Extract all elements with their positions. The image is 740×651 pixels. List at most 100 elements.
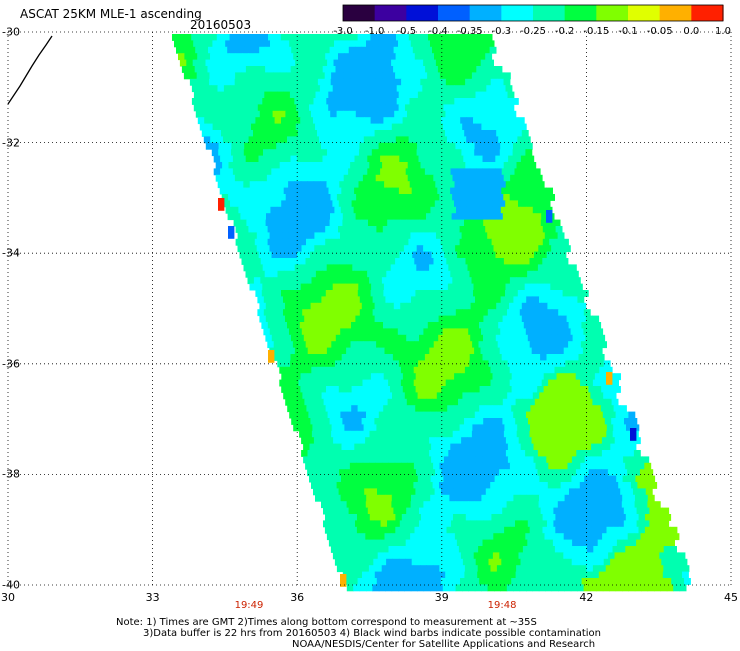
swath-cell [232, 104, 240, 112]
swath-cell [420, 78, 428, 86]
swath-cell [349, 277, 357, 285]
swath-cell [401, 174, 409, 182]
swath-cell [350, 424, 358, 432]
swath-cell [350, 258, 358, 265]
swath-cell [437, 558, 445, 566]
swath-cell [283, 392, 291, 400]
swath-cell [333, 501, 341, 509]
swath-cell [282, 40, 290, 48]
swath-cell [248, 238, 256, 246]
swath-cell [483, 520, 490, 528]
swath-cell [328, 456, 336, 464]
swath-cell [549, 226, 557, 233]
swath-cell [379, 270, 387, 278]
swath-cell [330, 110, 338, 118]
swath-cell [347, 456, 355, 464]
swath-cell [419, 571, 427, 579]
swath-cell [286, 341, 294, 349]
swath-cell [535, 565, 543, 573]
swath-cell [386, 539, 394, 547]
swath-cell [519, 123, 527, 131]
swath-cell [441, 283, 449, 291]
swath-cell [421, 424, 429, 432]
swath-cell [255, 85, 263, 93]
swath-cell [451, 219, 459, 227]
swath-cell [277, 270, 285, 278]
swath-cell [484, 258, 492, 265]
swath-cell [569, 283, 577, 291]
swath-cell [461, 59, 469, 67]
swath-cell [406, 418, 414, 425]
swath-cell [182, 46, 190, 54]
swath-cell [279, 379, 287, 387]
swath-cell [463, 443, 470, 451]
swath-cell [329, 66, 336, 73]
swath-cell [514, 270, 522, 278]
swath-cell [429, 142, 437, 150]
swath-cell [561, 258, 569, 265]
swath-cell [223, 34, 231, 41]
swath-cell [495, 539, 503, 547]
swath-cell [520, 558, 528, 566]
swath-cell [644, 526, 652, 534]
swath-cell [415, 469, 423, 477]
lat-label: -40 [2, 578, 20, 592]
swath-cell [362, 398, 369, 406]
swath-cell [385, 91, 393, 99]
swath-cell [441, 450, 449, 457]
swath-cell [400, 418, 407, 425]
swath-cell [325, 117, 333, 125]
swath-cell [485, 578, 493, 585]
swath-cell [461, 328, 469, 336]
swath-cell [481, 104, 489, 112]
swath-cell [491, 341, 499, 349]
swath-cell [439, 72, 447, 80]
swath-cell [546, 187, 553, 195]
swath-cell [667, 558, 675, 566]
swath-cell [365, 450, 372, 457]
swath-cell [388, 379, 395, 387]
swath-cell [263, 59, 270, 67]
swath-cell [338, 53, 345, 61]
swath-cell [397, 450, 404, 457]
swath-cell [493, 245, 501, 253]
swath-cell [392, 558, 400, 566]
swath-cell [490, 571, 497, 579]
swath-cell [456, 443, 464, 451]
swath-cell [348, 418, 356, 425]
swath-cell [416, 181, 423, 189]
swath-cell [461, 245, 469, 253]
swath-cell [420, 72, 428, 80]
swath-cell [501, 187, 509, 195]
swath-cell [396, 469, 404, 477]
swath-cell [431, 539, 439, 547]
swath-cell [388, 430, 396, 438]
swath-cell [499, 450, 507, 457]
swath-cell [232, 187, 240, 195]
swath-cell [418, 539, 426, 547]
swath-cell [580, 366, 587, 374]
swath-cell [424, 206, 431, 214]
swath-cell [452, 462, 460, 470]
swath-cell [263, 309, 271, 317]
swath-cell [343, 430, 351, 438]
swath-cell [395, 238, 403, 246]
swath-cell [480, 181, 487, 189]
swath-cell [554, 277, 562, 285]
swath-cell [568, 322, 576, 329]
lat-label: -32 [2, 136, 20, 150]
swath-cell [489, 302, 497, 310]
swath-cell [579, 482, 587, 489]
swath-cell [526, 360, 534, 368]
swath-cell [333, 437, 340, 445]
swath-cell [403, 98, 410, 105]
swath-cell [390, 386, 397, 393]
swath-cell [463, 251, 471, 259]
swath-cell [288, 232, 296, 240]
swath-cell [446, 162, 453, 169]
swath-cell [430, 392, 438, 400]
swath-cell [347, 91, 355, 99]
swath-cell [466, 53, 473, 61]
swath-cell [332, 98, 340, 105]
swath-cell [528, 398, 536, 406]
